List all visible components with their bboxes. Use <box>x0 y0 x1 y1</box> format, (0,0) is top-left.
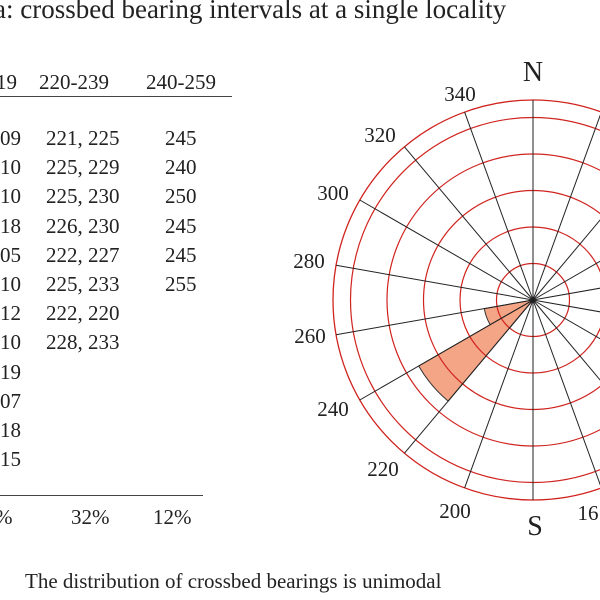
table-cell: 225, 233 <box>46 272 120 297</box>
column-percentage: % <box>0 505 13 530</box>
rose-spoke <box>464 111 534 301</box>
table-cell: 19 <box>0 359 21 384</box>
north-label: N <box>523 57 543 88</box>
table-cell: 222, 220 <box>46 301 120 326</box>
table-cell: 240 <box>165 155 197 180</box>
table-column: 09 10 10 18 05 10 12 10 19 07 18 15 <box>0 124 21 474</box>
bearing-label: 260 <box>294 324 326 348</box>
bearing-label: 240 <box>317 397 349 421</box>
rose-spoke <box>359 199 534 301</box>
table-cell: 10 <box>0 272 21 297</box>
table-cell: 12 <box>0 301 21 326</box>
rose-spoke <box>532 219 600 301</box>
bearing-label: 300 <box>317 181 349 205</box>
bearing-label: 200 <box>439 499 471 523</box>
bearing-label: 320 <box>364 123 396 147</box>
figure-caption: The distribution of crossbed bearings is… <box>25 569 442 593</box>
rose-spoke <box>404 146 534 301</box>
bearing-labels: 340 320 300 280 260 240 220 200 16 <box>293 82 598 525</box>
rose-rings <box>332 99 600 501</box>
table-cell: 222, 227 <box>46 242 120 267</box>
table-cell: 250 <box>165 184 197 209</box>
table-cell: 09 <box>0 126 21 150</box>
rose-spoke <box>359 299 534 401</box>
column-percentage: 12% <box>153 505 192 529</box>
table-cell: 245 <box>165 126 197 150</box>
rose-spoke <box>532 260 600 301</box>
rose-spokes <box>335 100 600 500</box>
rose-spoke <box>464 299 534 489</box>
table-cell: 245 <box>165 242 197 267</box>
rose-spoke <box>532 299 600 313</box>
table-cell: 10 <box>0 184 21 209</box>
table-column: 245 240 250 245 245 255 <box>165 124 197 299</box>
table-cell: 225, 230 <box>46 184 120 209</box>
column-header: 220-239 <box>39 70 109 94</box>
column-header: 240-259 <box>146 70 216 94</box>
table-cell: 15 <box>0 447 21 472</box>
rose-spoke <box>532 299 600 381</box>
table-cell: 221, 225 <box>46 126 120 150</box>
table-cell: 225, 229 <box>46 155 120 180</box>
rose-spoke <box>532 114 600 301</box>
rose-spoke <box>532 299 600 340</box>
rose-spoke <box>335 264 534 301</box>
rose-ring <box>349 116 600 484</box>
table-cell: 07 <box>0 388 21 413</box>
bearing-label: 16 <box>578 501 599 525</box>
bearing-label: 280 <box>293 249 325 273</box>
rose-spoke <box>532 287 600 301</box>
bearing-label: 220 <box>367 457 399 481</box>
table-cell: 255 <box>165 272 197 297</box>
footer-rule <box>0 495 203 496</box>
table-cell: 10 <box>0 330 21 355</box>
table-cell: 18 <box>0 418 21 443</box>
south-label: S <box>527 511 543 542</box>
table-cell: 228, 233 <box>46 330 120 355</box>
rose-ring <box>459 226 600 374</box>
bearing-label: 340 <box>444 82 476 106</box>
column-percentage: 32% <box>71 505 110 529</box>
table-cell: 18 <box>0 213 21 238</box>
table-cell: 245 <box>165 213 197 238</box>
header-rule <box>0 96 232 97</box>
table-cell: 05 <box>0 242 21 267</box>
rose-spoke <box>532 299 600 486</box>
table-cell: 10 <box>0 155 21 180</box>
table-cell: 226, 230 <box>46 213 120 238</box>
rose-outer-ring <box>332 99 600 501</box>
column-header: 19 <box>0 70 17 94</box>
rose-spoke <box>404 299 534 454</box>
table-column: 221, 225 225, 229 225, 230 226, 230 222, 227… <box>46 124 120 358</box>
rose-spoke <box>335 299 534 336</box>
figure-title: a: crossbed bearing intervals at a singl… <box>0 0 507 24</box>
